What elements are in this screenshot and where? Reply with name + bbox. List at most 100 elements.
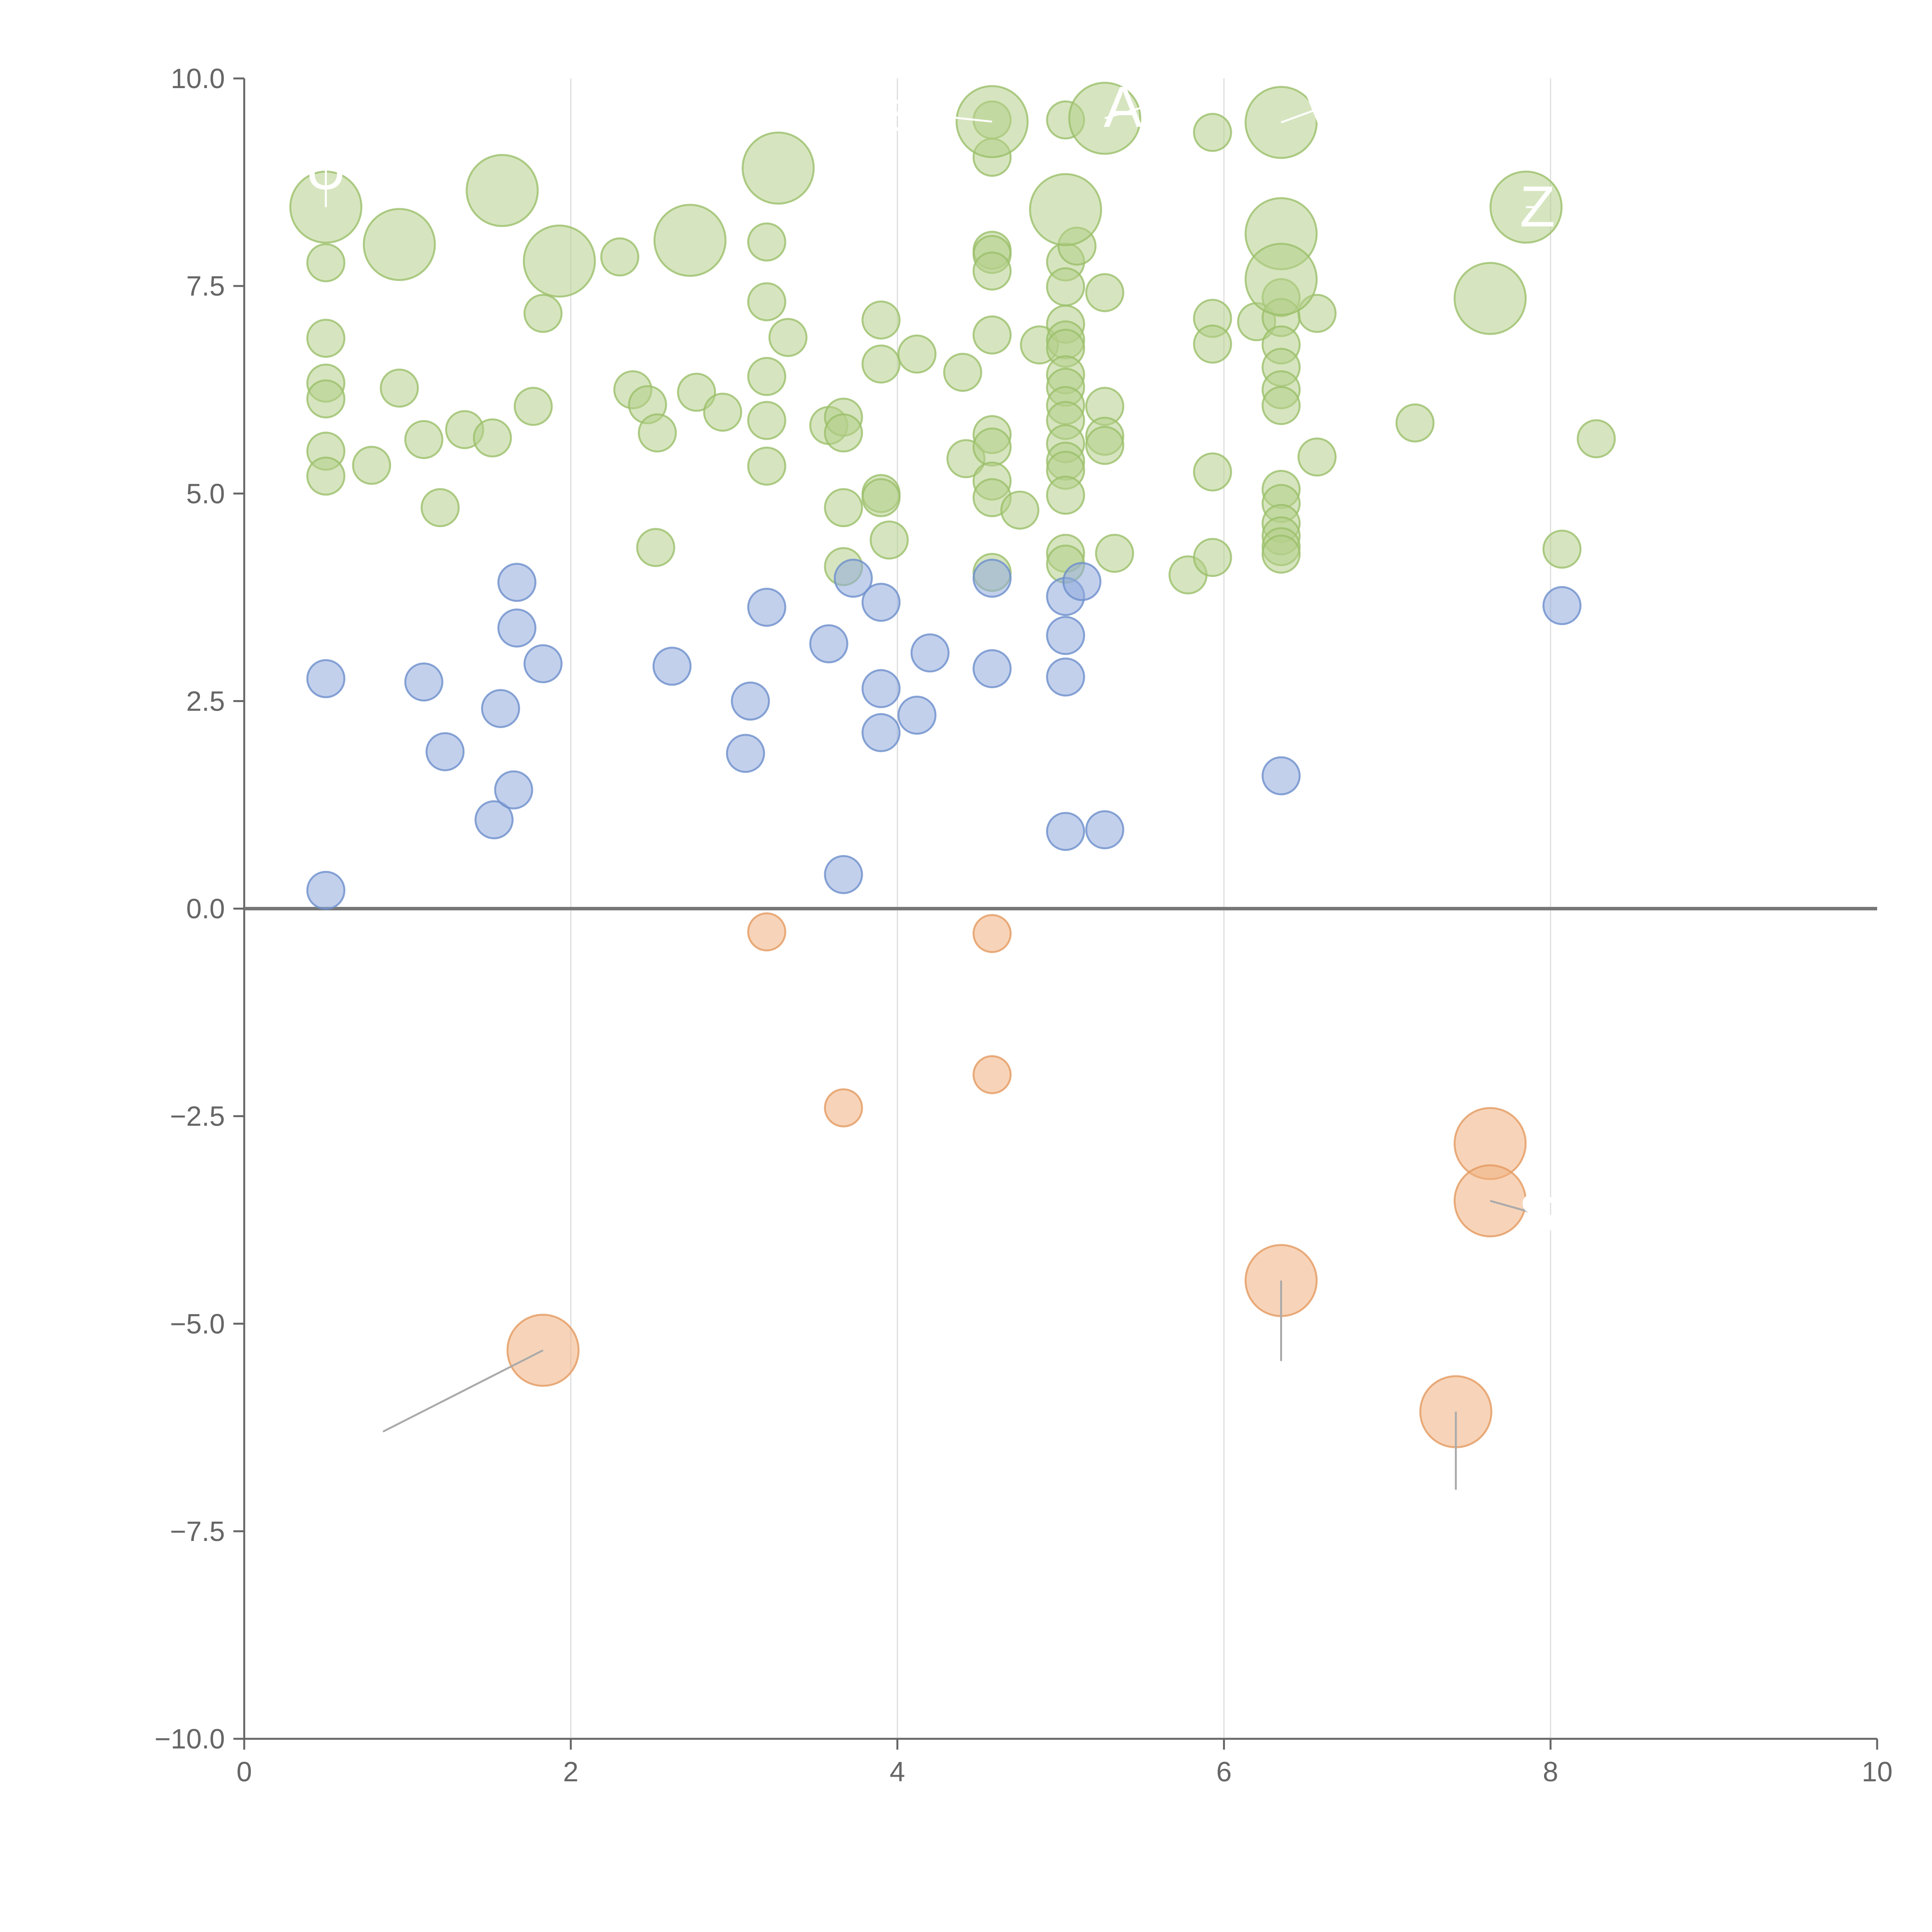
point-high (306, 243, 345, 282)
point-mid (861, 713, 901, 752)
point-high (473, 418, 512, 457)
x-tick-label: 8 (1543, 1757, 1558, 1787)
point-high (1085, 426, 1124, 465)
y-tick-label: −2.5 (170, 1101, 225, 1132)
point-large-high (466, 154, 539, 227)
point-high (824, 488, 863, 527)
y-tick-label: 7.5 (186, 271, 225, 302)
point-high (1193, 538, 1232, 577)
point-large-high (362, 208, 436, 281)
point-high (306, 318, 345, 358)
point-high (420, 488, 460, 527)
point-label: S (1518, 1181, 1557, 1246)
point-mid (1085, 810, 1124, 849)
point-high (768, 318, 808, 357)
point-mid (1062, 562, 1102, 601)
point-high (703, 393, 742, 432)
x-tick-label: 6 (1216, 1757, 1232, 1787)
point-high (747, 446, 786, 486)
point-labels: Ua AK V Z S (305, 74, 1557, 1246)
point-mid (652, 646, 692, 686)
label-leader-lines (325, 106, 1538, 1490)
point-mid (973, 558, 1012, 598)
point-large-high (653, 204, 727, 277)
point-high (306, 456, 345, 496)
leader-line (383, 1349, 544, 1433)
y-tick-label: −10.0 (155, 1724, 225, 1755)
point-mid (1046, 616, 1085, 655)
point-mid (726, 734, 765, 773)
point-mid (861, 583, 901, 622)
point-high (1085, 273, 1124, 312)
leader-line (1104, 106, 1143, 119)
point-high (1297, 437, 1337, 477)
point-label: U (305, 136, 347, 201)
point-high (514, 387, 553, 426)
point-mid (497, 608, 537, 648)
point-high (352, 446, 391, 485)
point-label: AK (1104, 74, 1181, 139)
point-mid (306, 659, 345, 698)
point-high (1262, 386, 1301, 425)
point-large-high (1029, 173, 1102, 246)
point-high (973, 251, 1012, 291)
point-high (973, 427, 1012, 467)
point-high (523, 294, 563, 333)
x-tick-label: 4 (889, 1757, 905, 1787)
x-axis-ticks: 0 2 4 6 8 10 (236, 1739, 1893, 1787)
point-high (1193, 452, 1232, 492)
point-mid (1262, 756, 1301, 796)
point-high (1046, 476, 1085, 515)
point-large-high (742, 131, 815, 205)
point-mid (494, 770, 533, 810)
x-tick-label: 10 (1862, 1757, 1893, 1787)
point-mid (1046, 657, 1085, 697)
point-mid (481, 689, 520, 728)
point-high (1193, 325, 1232, 364)
point-mid (747, 588, 786, 627)
point-label: a (881, 78, 914, 143)
point-mid (404, 662, 444, 702)
y-axis-ticks: 10.0 7.5 5.0 2.5 0.0 −2.5 −5.0 −7.5 −10.0 (155, 63, 244, 1755)
point-high (677, 372, 716, 412)
point-large-high (1245, 243, 1318, 316)
point-mid (306, 871, 345, 910)
point-high (897, 334, 937, 374)
point-high (379, 368, 419, 408)
y-tick-label: 10.0 (171, 63, 225, 94)
point-high (636, 528, 675, 567)
point-high (747, 282, 786, 321)
point-mid (523, 644, 563, 684)
point-negative (747, 912, 786, 952)
point-mid (425, 732, 465, 771)
point-high (973, 315, 1012, 355)
point-mid (497, 563, 537, 602)
y-tick-label: 0.0 (186, 894, 225, 925)
leader-line (1490, 1200, 1538, 1215)
point-high (638, 413, 677, 452)
point-high (861, 344, 901, 384)
point-high (1193, 113, 1232, 152)
point-high (861, 478, 901, 517)
point-negative (973, 914, 1012, 953)
y-tick-label: −5.0 (170, 1309, 225, 1340)
point-high (869, 520, 909, 560)
point-mid (910, 633, 950, 673)
leader-line (1281, 106, 1323, 124)
point-high (1262, 534, 1301, 574)
point-negative (824, 1088, 863, 1128)
point-large-high (523, 224, 596, 298)
y-tick-label: 5.0 (186, 478, 225, 509)
point-mid (861, 669, 901, 708)
point-mid (474, 800, 514, 840)
point-mid (809, 624, 849, 663)
point-high (1000, 490, 1039, 530)
point-high (306, 379, 345, 418)
point-mid (731, 681, 770, 721)
point-high (747, 357, 786, 396)
point-mid (824, 855, 863, 894)
point-high (824, 413, 863, 452)
point-high (1046, 267, 1085, 306)
point-mid (897, 696, 937, 735)
